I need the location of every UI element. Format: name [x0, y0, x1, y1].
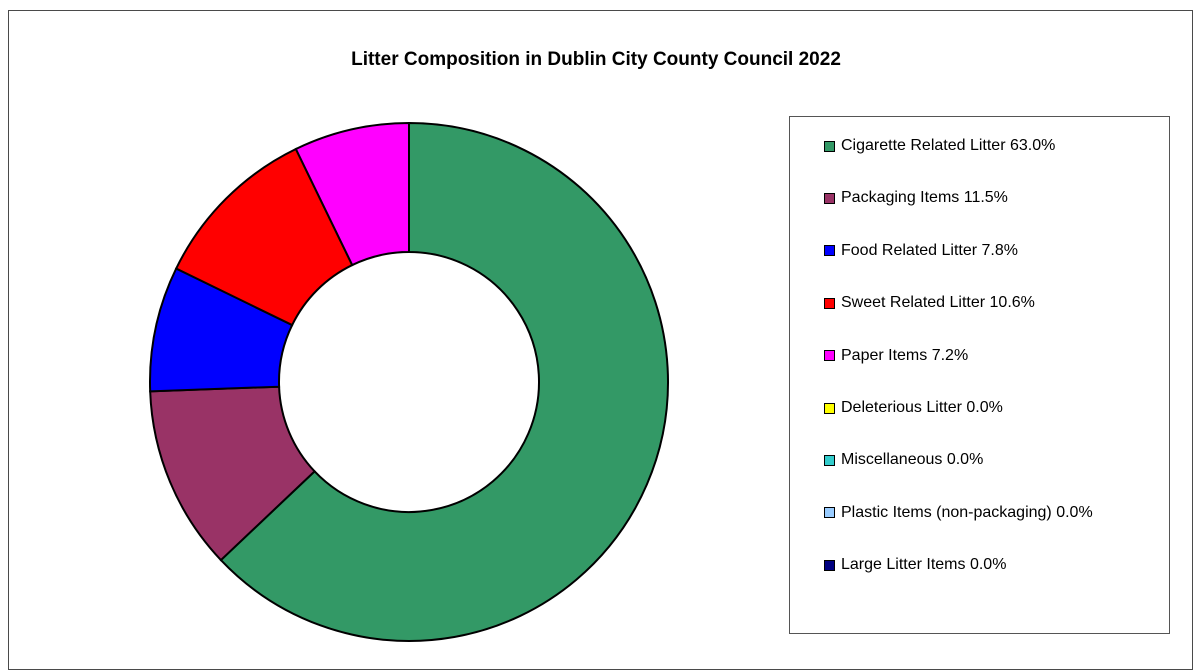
legend-swatch [824, 402, 835, 414]
donut-slice-4 [294, 121, 410, 267]
donut-chart [149, 121, 669, 642]
legend-swatch [824, 507, 835, 519]
donut-slice-0 [219, 121, 669, 642]
legend-item-7: Plastic Items (non-packaging) 0.0% [824, 502, 1093, 524]
legend-item-4: Paper Items 7.2% [824, 345, 968, 367]
legend-item-8: Large Litter Items 0.0% [824, 554, 1006, 576]
legend-label: Sweet Related Litter 10.6% [841, 294, 1035, 312]
legend-item-6: Miscellaneous 0.0% [824, 449, 983, 471]
chart-title: Litter Composition in Dublin City County… [351, 49, 841, 70]
legend-swatch [824, 454, 835, 466]
legend-item-0: Cigarette Related Litter 63.0% [824, 135, 1055, 157]
legend-item-5: Deleterious Litter 0.0% [824, 397, 1003, 419]
legend-label: Large Litter Items 0.0% [841, 556, 1007, 574]
legend-swatch [824, 350, 835, 362]
legend-item-3: Sweet Related Litter 10.6% [824, 292, 1035, 314]
legend-swatch [824, 559, 835, 571]
legend-swatch [824, 192, 835, 204]
legend-label: Plastic Items (non-packaging) 0.0% [841, 503, 1093, 521]
legend-swatch [824, 297, 835, 309]
legend-label: Cigarette Related Litter 63.0% [841, 137, 1056, 154]
legend-swatch [824, 140, 835, 152]
legend-label: Deleterious Litter 0.0% [841, 399, 1003, 416]
legend-label: Food Related Litter 7.8% [841, 241, 1018, 259]
chart-area: Litter Composition in Dublin City County… [8, 10, 1193, 670]
chart-legend: Cigarette Related Litter 63.0% Packaging … [789, 116, 1170, 634]
legend-label: Packaging Items 11.5% [841, 189, 1008, 207]
legend-item-2: Food Related Litter 7.8% [824, 240, 1018, 262]
legend-swatch [824, 245, 835, 257]
legend-item-1: Packaging Items 11.5% [824, 187, 1008, 209]
legend-label: Paper Items 7.2% [841, 346, 969, 364]
legend-label: Miscellaneous 0.0% [841, 451, 984, 469]
